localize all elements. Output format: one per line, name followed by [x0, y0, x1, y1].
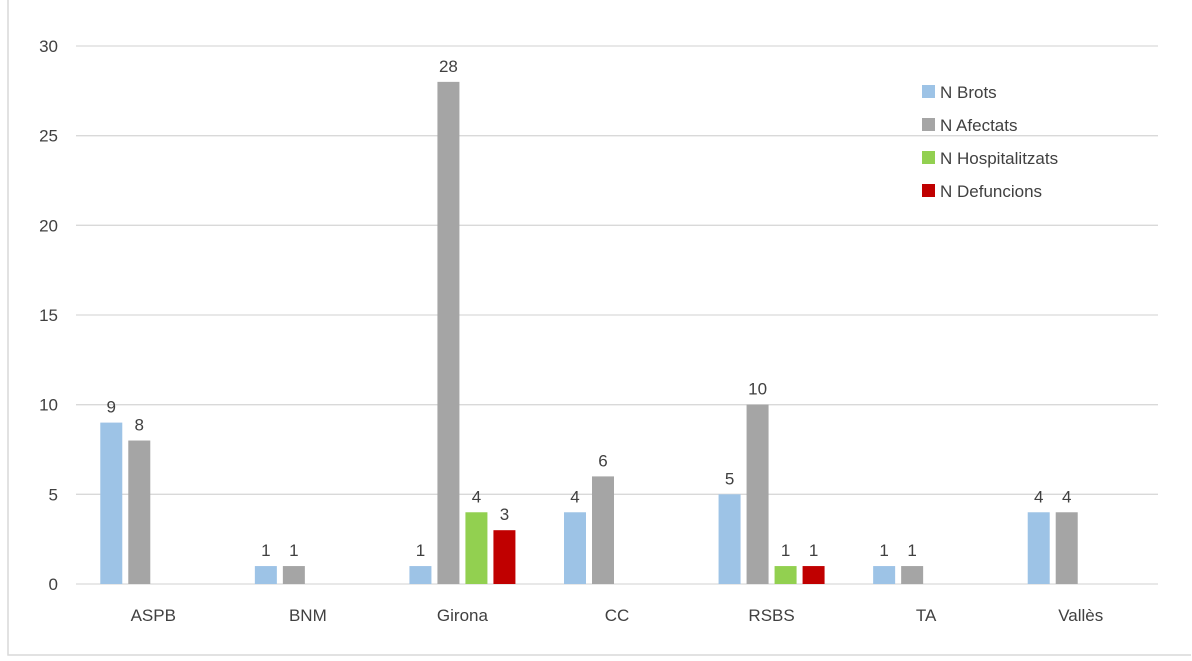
y-tick-label: 25 — [39, 127, 58, 146]
data-label: 10 — [748, 380, 767, 399]
bars — [100, 81, 1078, 584]
bar — [564, 512, 586, 584]
bar — [282, 566, 305, 584]
data-label: 5 — [725, 469, 734, 488]
chart-border — [7, 0, 1191, 656]
y-tick-label: 10 — [39, 396, 58, 415]
data-label: 1 — [289, 541, 298, 560]
data-label: 3 — [500, 505, 509, 524]
bar — [128, 440, 151, 584]
bar — [774, 566, 797, 584]
data-label: 4 — [472, 487, 481, 506]
data-label: 8 — [135, 416, 144, 435]
legend: N Brots N Afectats N Hospitalitzats N Defun… — [922, 83, 1058, 201]
data-label: 9 — [107, 398, 116, 417]
x-tick-label: RSBS — [748, 606, 794, 625]
data-label: 4 — [1034, 487, 1043, 506]
legend-swatch — [922, 118, 935, 131]
data-label: 28 — [439, 57, 458, 76]
y-axis-ticks: 0 5 10 15 20 25 30 — [39, 37, 58, 594]
data-label: 1 — [809, 541, 818, 560]
bar — [254, 566, 277, 584]
data-label: 1 — [416, 541, 425, 560]
y-tick-label: 15 — [39, 306, 58, 325]
data-label: 1 — [261, 541, 270, 560]
bar — [592, 476, 614, 584]
data-label: 4 — [1062, 487, 1071, 506]
bar — [100, 422, 123, 584]
bar — [746, 404, 769, 584]
x-tick-label: TA — [916, 606, 937, 625]
bar — [1027, 512, 1050, 584]
x-axis-ticks: ASPB BNM Girona CC RSBS TA Vallès — [131, 606, 1104, 625]
data-label: 6 — [598, 451, 607, 470]
bar — [409, 566, 432, 584]
x-tick-label: Vallès — [1058, 606, 1103, 625]
data-label: 1 — [781, 541, 790, 560]
legend-label: N Brots — [940, 83, 997, 102]
bar — [802, 566, 825, 584]
bar — [493, 530, 516, 584]
y-tick-label: 0 — [49, 575, 58, 594]
legend-label: N Defuncions — [940, 182, 1042, 201]
x-tick-label: BNM — [289, 606, 327, 625]
bar — [873, 566, 896, 584]
bar — [437, 81, 460, 584]
legend-swatch — [922, 85, 935, 98]
y-tick-label: 20 — [39, 216, 58, 235]
bar — [1055, 512, 1078, 584]
data-label: 1 — [879, 541, 888, 560]
legend-swatch — [922, 151, 935, 164]
legend-label: N Hospitalitzats — [940, 149, 1058, 168]
x-tick-label: Girona — [437, 606, 489, 625]
data-label: 4 — [570, 487, 579, 506]
data-label: 1 — [907, 541, 916, 560]
x-tick-label: ASPB — [131, 606, 176, 625]
x-tick-label: CC — [605, 606, 630, 625]
y-tick-label: 30 — [39, 37, 58, 56]
bar — [718, 494, 741, 584]
legend-label: N Afectats — [940, 116, 1017, 135]
bar — [901, 566, 924, 584]
bar — [465, 512, 488, 584]
y-tick-label: 5 — [49, 485, 58, 504]
legend-swatch — [922, 184, 935, 197]
